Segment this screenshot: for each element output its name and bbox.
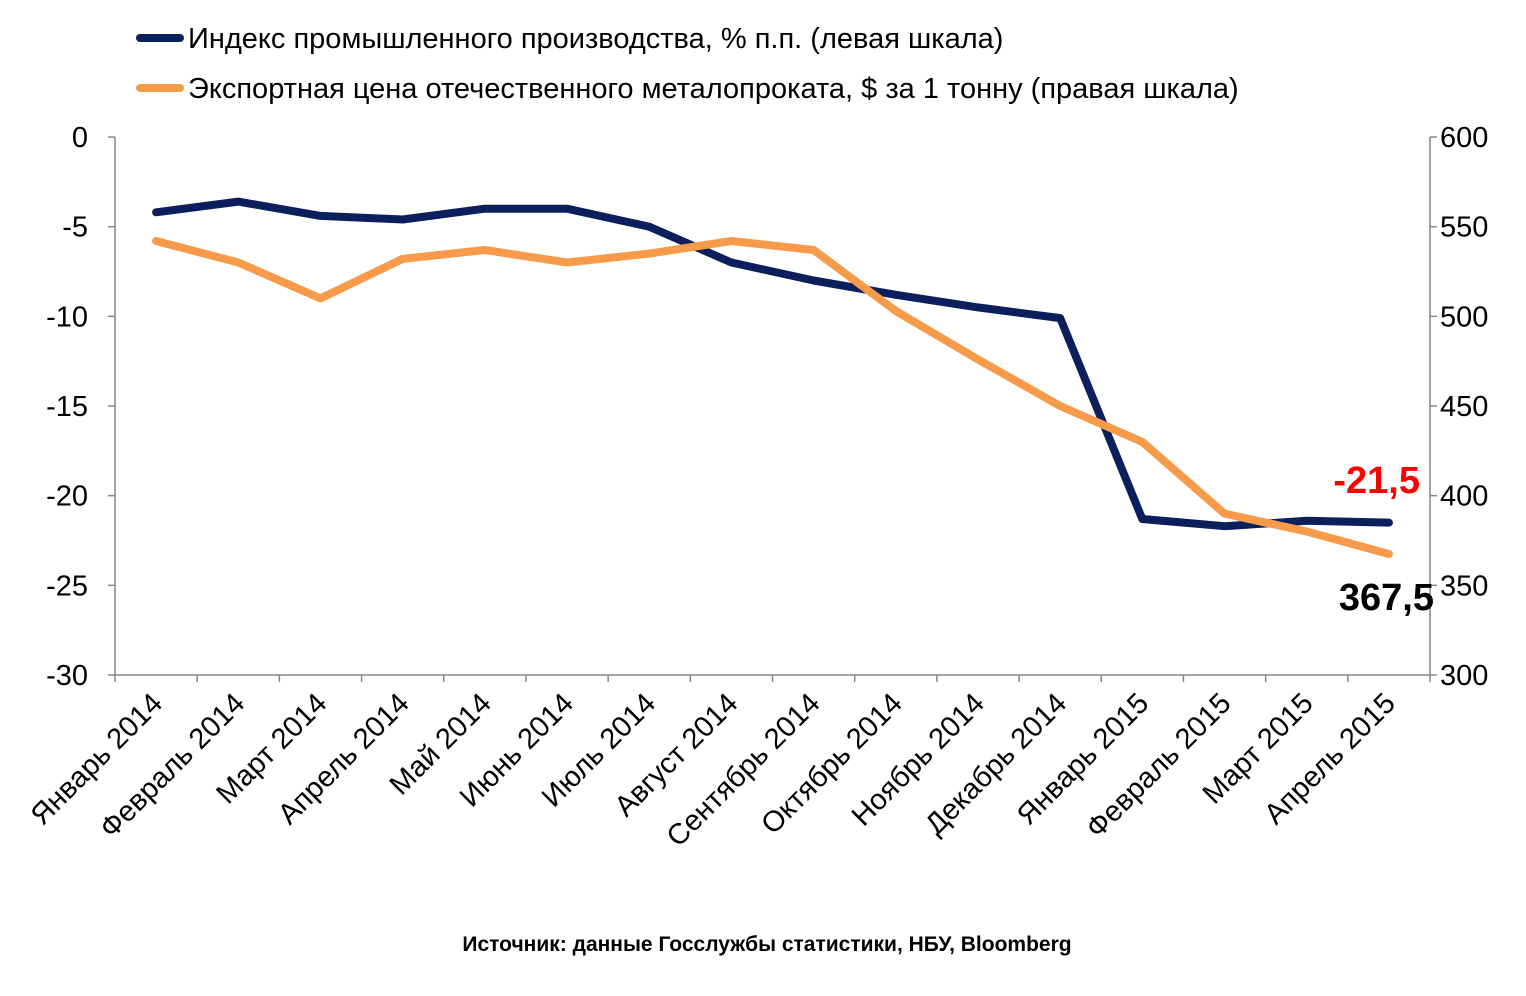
right-tick-label: 550	[1440, 212, 1488, 244]
left-tick-label: -25	[46, 570, 88, 602]
source-note: Источник: данные Госслужбы статистики, Н…	[462, 933, 1071, 956]
legend-label-industrial-index: Индекс промышленного производства, % п.п…	[188, 23, 1003, 55]
left-tick-label: 0	[72, 122, 88, 154]
x-tick-label: Февраль 2014	[94, 687, 251, 844]
legend-label-export-price: Экспортная цена отечественного металопро…	[188, 73, 1239, 105]
left-tick-label: -5	[62, 212, 88, 244]
annotation-last-export-price: 367,5	[1339, 577, 1434, 619]
right-tick-label: 400	[1440, 481, 1488, 513]
x-tick-label: Сентябрь 2014	[661, 687, 827, 853]
left-tick-label: -30	[46, 660, 88, 692]
series-line-industrial-index	[152, 197, 1393, 531]
left-tick-label: -10	[46, 301, 88, 333]
right-tick-label: 300	[1440, 660, 1488, 692]
x-tick-label: Декабрь 2014	[919, 687, 1073, 841]
left-tick-label: -20	[46, 481, 88, 513]
annotation-last-industrial-value: -21,5	[1333, 460, 1420, 502]
x-tick-label: Февраль 2015	[1080, 687, 1237, 844]
right-tick-label: 450	[1440, 391, 1488, 423]
right-tick-label: 500	[1440, 301, 1488, 333]
right-axis: 600 550 500 450 400 350 300	[1429, 122, 1488, 692]
left-axis: 0 -5 -10 -15 -20 -25 -30	[46, 122, 116, 692]
right-tick-label: 600	[1440, 122, 1488, 154]
series-line-export-price	[152, 237, 1393, 558]
plot-area	[152, 197, 1393, 558]
x-tick-label: Октябрь 2014	[755, 687, 908, 840]
legend: Индекс промышленного производства, % п.п…	[136, 23, 1239, 105]
left-tick-label: -15	[46, 391, 88, 423]
right-tick-label: 350	[1440, 570, 1488, 602]
